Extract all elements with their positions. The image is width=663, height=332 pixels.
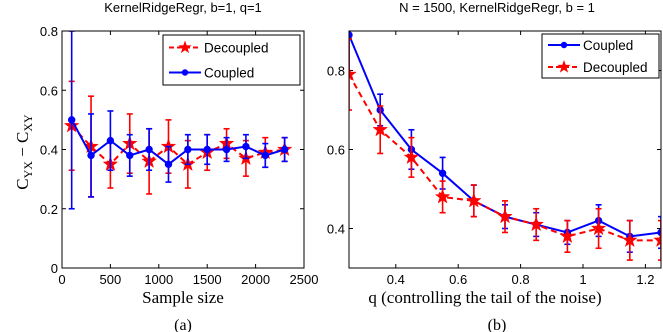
chart-b-coupled-point <box>349 31 353 39</box>
chart-a: KernelRidgeRegr, b=1, q=1 0 500 1000 1500 20… <box>13 0 318 332</box>
chart-a-ylabel: CYX − CXY <box>13 114 35 190</box>
chart-b-xtick-label: 0.8 <box>512 272 530 287</box>
chart-a-legend: Decoupled Coupled <box>162 34 301 86</box>
chart-b-decoupled-point <box>372 121 389 137</box>
chart-b-decoupled-point <box>559 228 576 244</box>
chart-a-coupled-point <box>242 142 250 151</box>
chart-b-legend-decoupled-marker <box>557 60 571 73</box>
chart-a-xlabel: Sample size <box>142 288 224 307</box>
chart-b-decoupled-point <box>349 66 357 82</box>
chart-b-decoupled-point <box>497 208 513 224</box>
chart-a-coupled-point <box>203 145 211 154</box>
chart-b-xlabel: q (controlling the tail of the noise) <box>368 288 601 307</box>
chart-a-xtick-label: 2500 <box>290 272 319 287</box>
chart-b-xtick-label: 0.4 <box>387 272 405 287</box>
chart-b-xtick-label: 1.2 <box>636 272 654 287</box>
chart-b-decoupled-point <box>621 232 638 248</box>
chart-b-decoupled-point <box>434 188 451 204</box>
chart-b-legend: Coupled Decoupled <box>541 33 660 79</box>
chart-a-coupled-point <box>261 151 269 160</box>
chart-b-ytick-label: 0.8 <box>327 64 345 79</box>
chart-b-plot-area: 0.4 0.6 0.8 1 1.2 0.4 0.6 0.8 Coupled Decoupled <box>327 30 662 287</box>
chart-b-decoupled-errorbar <box>658 219 661 261</box>
chart-b-coupled-point <box>438 169 447 177</box>
chart-b: N = 1500, KernelRidgeRegr, b = 1 0.4 0.6 0… <box>327 0 662 332</box>
chart-a-caption: (a) <box>174 317 192 332</box>
chart-b-decoupled-point <box>403 149 420 165</box>
chart-a-coupled-point <box>184 145 192 154</box>
chart-b-data <box>349 31 661 261</box>
chart-a-axes-frame <box>61 30 305 269</box>
chart-a-coupled-point <box>164 160 173 169</box>
chart-a-coupled-point <box>222 145 231 154</box>
chart-a-xtick-label: 1500 <box>193 272 222 287</box>
chart-a-coupled-point <box>106 136 115 145</box>
chart-a-legend-coupled-marker <box>181 69 189 76</box>
chart-b-xtick-label: 0.6 <box>449 272 467 287</box>
chart-a-coupled-point <box>145 145 153 154</box>
chart-a-xtick-label: 500 <box>100 272 122 287</box>
chart-b-coupled-errorbar <box>658 215 661 250</box>
chart-a-coupled-point <box>87 151 95 160</box>
chart-a-title: KernelRidgeRegr, b=1, q=1 <box>104 0 262 15</box>
chart-a-coupled-point <box>67 116 76 124</box>
chart-a-ytick-label: 0.6 <box>40 83 58 98</box>
chart-a-plot-area: 0 500 1000 1500 2000 2500 0 0.2 0.4 0.6 0.8 Decoupl… <box>40 24 319 287</box>
chart-b-decoupled-point <box>590 220 607 236</box>
chart-a-ytick-label: 0.8 <box>40 24 58 39</box>
chart-a-xtick-label: 2000 <box>241 272 270 287</box>
chart-a-xtick-label: 0 <box>58 272 65 287</box>
chart-a-coupled-point <box>126 151 134 160</box>
chart-b-legend-decoupled-label: Decoupled <box>583 60 648 75</box>
chart-b-legend-coupled-marker <box>560 41 568 49</box>
chart-b-axes-frame <box>348 30 662 269</box>
chart-b-decoupled-point <box>653 232 661 248</box>
chart-a-ytick-label: 0.4 <box>40 143 58 158</box>
chart-a-ytick-label: 0 <box>51 261 58 276</box>
chart-b-title: N = 1500, KernelRidgeRegr, b = 1 <box>399 0 595 15</box>
chart-a-legend-coupled-label: Coupled <box>204 66 254 81</box>
chart-b-caption: (b) <box>488 317 507 332</box>
chart-b-ytick-label: 0.6 <box>327 143 345 158</box>
chart-b-decoupled-point <box>465 192 482 208</box>
chart-a-ytick-label: 0.2 <box>40 202 58 217</box>
chart-b-decoupled-errorbar <box>349 38 352 111</box>
chart-b-decoupled-point <box>528 216 545 232</box>
chart-a-xtick-label: 1000 <box>144 272 173 287</box>
chart-b-legend-coupled-label: Coupled <box>583 38 633 53</box>
chart-b-xtick-label: 1 <box>579 272 586 287</box>
chart-a-data <box>63 31 293 210</box>
chart-a-legend-decoupled-marker <box>178 40 192 54</box>
chart-a-coupled-point <box>280 145 289 154</box>
chart-b-ytick-label: 0.4 <box>327 222 345 237</box>
chart-a-legend-decoupled-label: Decoupled <box>204 41 269 56</box>
